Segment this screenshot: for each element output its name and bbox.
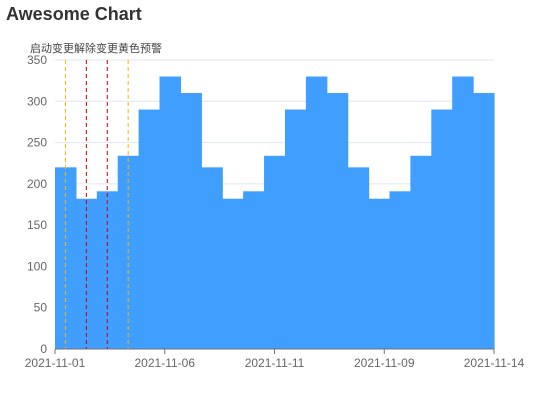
bar [138,109,161,350]
bar [431,109,453,350]
y-tick-label: 250 [27,136,47,150]
bar [368,198,391,349]
y-tick-label: 150 [27,218,47,232]
bar [473,93,495,350]
bar [180,93,202,350]
bar [243,191,265,349]
bar [264,155,286,349]
bar [347,167,370,349]
x-tick-label: 2021-11-11 [245,356,305,370]
y-tick-label: 200 [27,177,47,191]
bar-series [55,76,495,350]
bar [201,167,223,349]
marker-lines [64,60,129,349]
y-tick-label: 350 [27,53,47,67]
x-tick-label: 2021-11-06 [135,356,196,370]
y-axis-ticks: 0 50 100 150 200 250 300 350 [27,53,47,356]
bar [159,76,182,349]
bar [222,198,244,349]
bar [452,76,474,349]
bar [326,93,349,350]
y-tick-label: 0 [40,342,47,356]
y-tick-label: 50 [34,301,48,315]
page-title: Awesome Chart [6,4,142,24]
y-tick-label: 300 [27,94,47,108]
x-axis-ticks: 2021-11-01 2021-11-06 2021-11-11 2021-11-09… [25,349,525,370]
bar [305,76,328,349]
y-tick-label: 100 [27,259,47,273]
x-tick-label: 2021-11-09 [354,356,415,370]
bar [389,191,411,349]
x-tick-label: 2021-11-01 [25,356,86,370]
bar [410,155,432,349]
x-tick-label: 2021-11-14 [464,356,525,370]
annotation-label: 启动变更解除变更黄色预警 [30,41,162,55]
bar [284,109,307,350]
